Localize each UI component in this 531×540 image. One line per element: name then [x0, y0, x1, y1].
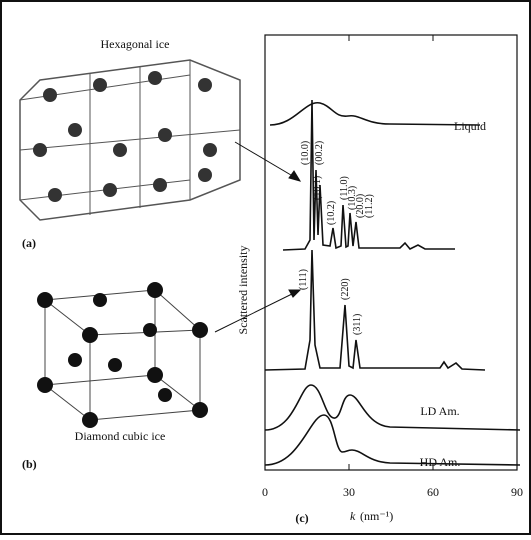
panel-caption: Diamond cubic ice [75, 429, 166, 443]
panel-label: (a) [22, 236, 36, 250]
panel-label: (c) [295, 511, 308, 525]
x-tick-label: 0 [262, 485, 268, 499]
peak-label: (10.1) [312, 176, 323, 200]
x-tick-label: 60 [427, 485, 439, 499]
curve-label: Liquid [454, 119, 486, 133]
x-axis-symbol: k [350, 509, 356, 523]
figure: Hexagonal ice (a) Diamond cubic ice (b) … [0, 0, 531, 535]
peak-label: (311) [352, 314, 363, 335]
peak-label: (00.2) [314, 141, 325, 165]
peak-label: (220) [340, 278, 351, 300]
peak-label: (11.2) [364, 194, 375, 218]
y-axis-label: Scattered intensity [236, 246, 250, 335]
curve-label: LD Am. [420, 404, 459, 418]
peak-label: (111) [298, 269, 309, 290]
panel-caption: Hexagonal ice [101, 37, 170, 51]
x-tick-label: 30 [343, 485, 355, 499]
x-axis-unit: (nm⁻¹) [360, 509, 393, 523]
curve-label: HD Am. [420, 455, 461, 469]
x-tick-label: 90 [511, 485, 523, 499]
peak-label: (10.2) [326, 201, 337, 225]
peak-label: (10.0) [300, 141, 311, 165]
panel-label: (b) [22, 457, 37, 471]
